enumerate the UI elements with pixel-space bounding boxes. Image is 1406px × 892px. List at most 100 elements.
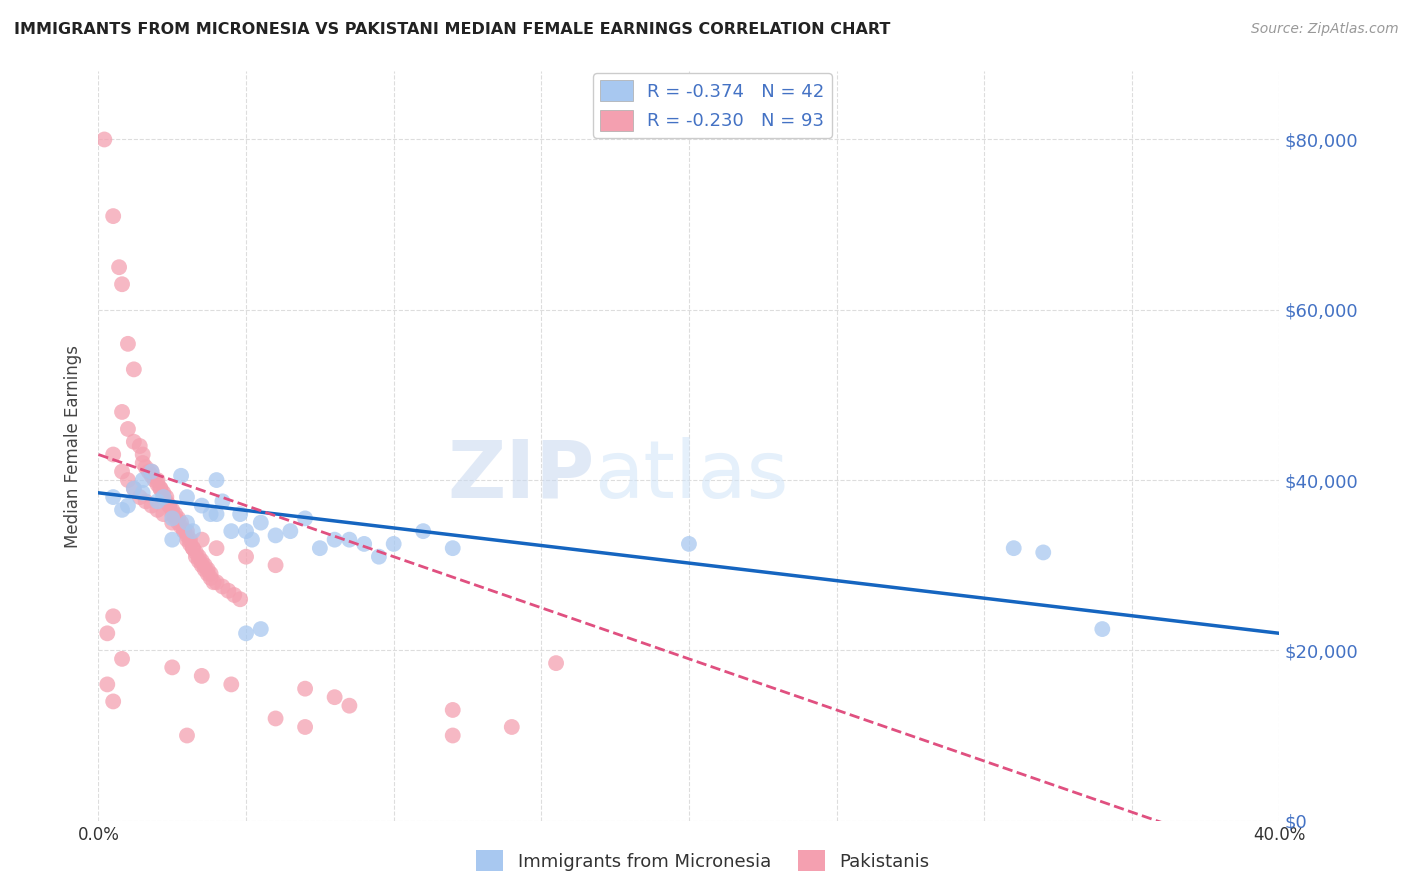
Point	[149, 482, 172, 496]
Point	[146, 503, 169, 517]
Point	[162, 516, 183, 530]
Point	[280, 524, 302, 538]
Point	[323, 690, 346, 705]
Point	[250, 622, 273, 636]
Point	[152, 490, 174, 504]
Point	[200, 566, 222, 581]
Point	[546, 656, 568, 670]
Point	[191, 558, 214, 573]
Point	[96, 626, 118, 640]
Point	[205, 473, 228, 487]
Point	[339, 698, 361, 713]
Point	[117, 473, 139, 487]
Point	[170, 468, 193, 483]
Point	[103, 490, 125, 504]
Point	[111, 405, 134, 419]
Point	[179, 537, 201, 551]
Point	[191, 499, 214, 513]
Point	[205, 575, 228, 590]
Point	[103, 209, 125, 223]
Point	[111, 277, 134, 292]
Legend: R = -0.374   N = 42, R = -0.230   N = 93: R = -0.374 N = 42, R = -0.230 N = 93	[593, 73, 832, 138]
Point	[264, 558, 287, 573]
Point	[205, 507, 228, 521]
Point	[194, 558, 217, 573]
Point	[191, 533, 214, 547]
Text: atlas: atlas	[595, 437, 789, 515]
Point	[165, 507, 187, 521]
Point	[264, 711, 287, 725]
Point	[111, 652, 134, 666]
Point	[173, 524, 195, 538]
Point	[211, 494, 233, 508]
Point	[200, 507, 222, 521]
Point	[191, 554, 214, 568]
Point	[111, 465, 134, 479]
Text: IMMIGRANTS FROM MICRONESIA VS PAKISTANI MEDIAN FEMALE EARNINGS CORRELATION CHART: IMMIGRANTS FROM MICRONESIA VS PAKISTANI …	[14, 22, 890, 37]
Point	[170, 516, 193, 530]
Point	[132, 486, 155, 500]
Point	[146, 477, 169, 491]
Point	[678, 537, 700, 551]
Point	[128, 439, 150, 453]
Point	[1091, 622, 1114, 636]
Point	[250, 516, 273, 530]
Point	[441, 729, 464, 743]
Point	[205, 541, 228, 556]
Point	[132, 473, 155, 487]
Point	[181, 524, 204, 538]
Point	[179, 533, 201, 547]
Point	[122, 362, 145, 376]
Point	[122, 482, 145, 496]
Point	[264, 528, 287, 542]
Point	[294, 511, 316, 525]
Point	[165, 511, 187, 525]
Point	[176, 490, 198, 504]
Point	[412, 524, 434, 538]
Point	[96, 677, 118, 691]
Point	[294, 681, 316, 696]
Point	[1002, 541, 1025, 556]
Point	[141, 465, 163, 479]
Point	[155, 490, 177, 504]
Point	[103, 609, 125, 624]
Point	[146, 473, 169, 487]
Point	[135, 494, 157, 508]
Point	[173, 524, 195, 538]
Point	[141, 465, 163, 479]
Point	[176, 528, 198, 542]
Point	[167, 516, 190, 530]
Legend: Immigrants from Micronesia, Pakistanis: Immigrants from Micronesia, Pakistanis	[470, 843, 936, 879]
Point	[117, 336, 139, 351]
Point	[167, 511, 190, 525]
Point	[211, 580, 233, 594]
Point	[240, 533, 263, 547]
Point	[229, 592, 252, 607]
Point	[217, 583, 239, 598]
Point	[176, 729, 198, 743]
Point	[1032, 545, 1054, 559]
Point	[323, 533, 346, 547]
Text: Source: ZipAtlas.com: Source: ZipAtlas.com	[1251, 22, 1399, 37]
Point	[170, 520, 193, 534]
Point	[108, 260, 131, 275]
Point	[132, 456, 155, 470]
Point	[162, 511, 183, 525]
Point	[176, 524, 198, 538]
Point	[152, 507, 174, 521]
Point	[184, 545, 207, 559]
Point	[157, 499, 180, 513]
Point	[132, 448, 155, 462]
Point	[162, 507, 183, 521]
Point	[181, 541, 204, 556]
Point	[441, 541, 464, 556]
Point	[141, 468, 163, 483]
Y-axis label: Median Female Earnings: Median Female Earnings	[65, 344, 83, 548]
Point	[117, 499, 139, 513]
Point	[353, 537, 375, 551]
Point	[294, 720, 316, 734]
Point	[235, 626, 257, 640]
Point	[501, 720, 523, 734]
Point	[184, 549, 207, 564]
Point	[155, 494, 177, 508]
